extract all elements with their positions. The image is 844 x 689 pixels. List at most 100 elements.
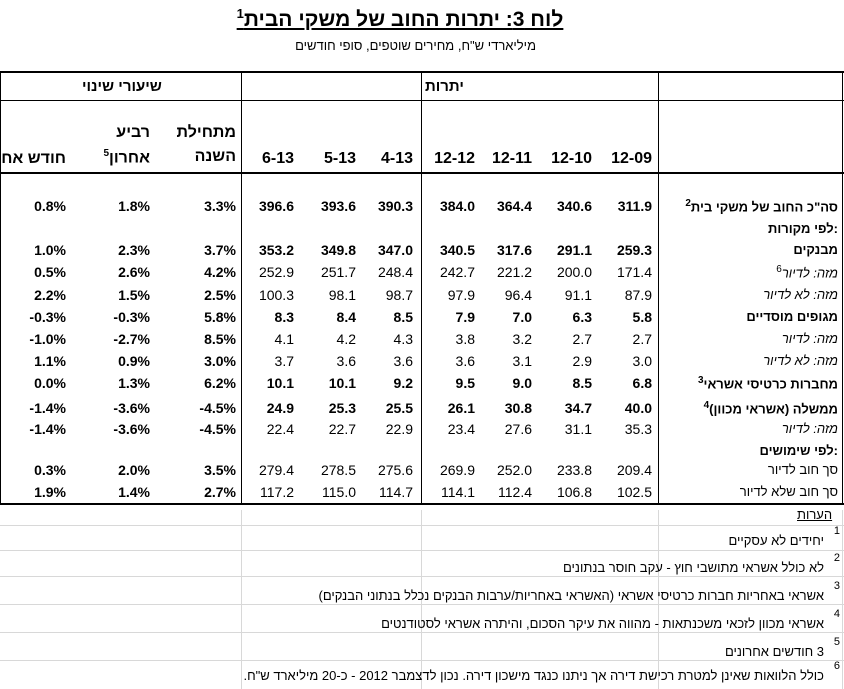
table-cell: 259.3 [616,242,652,258]
row-label-text: מגופים מוסדיים [746,309,838,324]
column-header: 12-11 [491,150,532,167]
grid-line [0,525,844,526]
table-cell: 98.1 [328,287,356,303]
table-cell: 6.8 [632,375,652,391]
table-cell: 34.7 [564,400,592,416]
table-cell: -4.5% [199,400,236,416]
row-label-text: מזה: לדיור [781,331,838,346]
table-cell: 353.2 [258,242,294,258]
table-cell: 242.7 [439,264,475,280]
row-label: מבנקים [793,242,838,257]
row-label-text: מזה: לא לדיור [763,353,838,368]
column-header: 12-09 [611,150,652,167]
table-cell: 209.4 [616,462,652,478]
group-header-border [0,100,844,101]
note-number: 3 [833,580,840,592]
table-cell: 7.0 [512,309,532,325]
row-label-text: לפי מקורות: [767,221,838,236]
table-cell: 8.5% [204,331,236,347]
table-cell: 23.4 [447,421,475,437]
table-cell: 1.8% [118,198,150,214]
table-cell: 8.3 [274,309,294,325]
row-label: מזה: לדיור [782,331,838,346]
table-cell: 3.6 [336,353,356,369]
note-text: 3 חודשים אחרונים [724,644,824,659]
row-label-footnote: 3 [697,375,704,386]
table-cell: 3.3% [204,198,236,214]
table-cell: 275.6 [377,462,413,478]
table-cell: 25.3 [328,400,356,416]
table-cell: 112.4 [498,484,532,500]
note-number: 5 [833,636,840,648]
grid-line [0,660,844,661]
table-cell: 291.1 [556,242,592,258]
note-text: אשראי באחריות חברות כרטיסי אשראי (האשראי… [318,588,824,603]
table-cell: 251.7 [320,264,356,280]
table-cell: 114.7 [379,484,413,500]
table-cell: 200.0 [556,264,592,280]
table-cell: 233.8 [556,462,592,478]
table-cell: 347.0 [377,242,413,258]
table-cell: 4.2% [204,264,236,280]
table-cell: 0.8% [34,198,66,214]
column-header-line2: השנה [194,148,236,165]
table-cell: 2.7% [204,484,236,500]
table-cell: 2.3% [118,242,150,258]
table-cell: 8.5 [393,309,413,325]
table-cell: -3.6% [113,421,150,437]
table-cell: 8.5 [572,375,592,391]
note-text: כולל הלוואות שאינן למטרת רכישת דירה אך נ… [243,668,824,683]
table-cell: 3.1 [512,353,532,369]
table-cell: 252.9 [258,264,294,280]
row-label-text: מחברות כרטיסי אשראי [703,376,838,392]
table-cell: 6.3 [572,309,592,325]
table-cell: 171.4 [616,264,652,280]
table-cell: 340.6 [556,198,592,214]
table-cell: 3.0 [632,353,652,369]
table-cell: 30.8 [504,400,532,416]
table-cell: 396.6 [258,198,294,214]
table-cell: 279.4 [258,462,294,478]
column-header-line1: רביע [116,124,150,141]
row-label: סך חוב שלא לדיור [740,484,838,499]
table-cell: 87.9 [624,287,652,303]
grid-line [0,550,844,551]
table-cell: 4.2 [336,331,356,347]
column-header-line2: אחרון5 [103,148,150,167]
row-label: לפי שימושים: [759,443,838,458]
grid-line [421,510,422,689]
table-cell: 3.6 [455,353,475,369]
row-label-footnote: 4 [703,400,710,411]
column-header-line1: מתחילת [176,124,236,141]
note-number: 1 [833,525,840,537]
table-cell: 393.6 [320,198,356,214]
table-cell: 1.3% [118,375,150,391]
table-cell: 115.0 [322,484,356,500]
table-cell: 9.2 [393,375,413,391]
table-cell: 26.1 [447,400,475,416]
note-number: 2 [833,552,840,564]
table-cell: -0.3% [29,309,66,325]
row-label: 3מחברות כרטיסי אשראי [698,375,838,391]
table-cell: 3.5% [204,462,236,478]
table-cell: 248.4 [377,264,413,280]
table-cell: 3.0% [204,353,236,369]
table-cell: 5.8 [632,309,652,325]
group-header-rates: שיעורי שינוי [82,78,162,95]
table-cell: -1.0% [29,331,66,347]
table-cell: 311.9 [617,198,652,214]
column-header: חודש אחרון [0,150,66,167]
table-cell: 317.6 [496,242,532,258]
grid-line [0,632,844,633]
table-cell: 117.2 [260,484,294,500]
table-cell: 31.1 [564,421,592,437]
table-cell: 114.1 [441,484,475,500]
table-cell: -3.6% [113,400,150,416]
row-label-text: מזה: לדיור [781,265,838,281]
grid-line [0,604,844,605]
table-cell: 252.0 [496,462,532,478]
grid-line [658,510,659,689]
row-label: מזה: לדיור [782,421,838,436]
column-header-footnote: 5 [103,148,109,159]
table-cell: 278.5 [320,462,356,478]
